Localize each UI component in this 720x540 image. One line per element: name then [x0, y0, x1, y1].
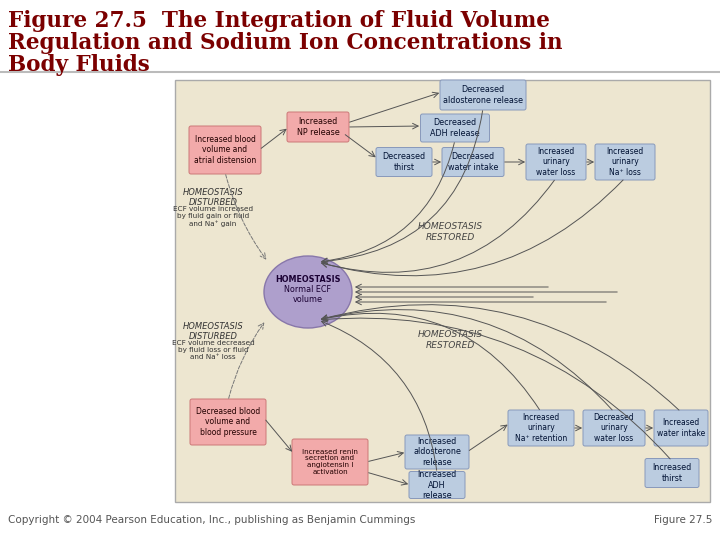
FancyBboxPatch shape [189, 126, 261, 174]
Text: Increased
NP release: Increased NP release [297, 117, 339, 137]
Text: Decreased
aldosterone release: Decreased aldosterone release [443, 85, 523, 105]
FancyBboxPatch shape [654, 410, 708, 446]
Text: HOMEOSTASIS
RESTORED: HOMEOSTASIS RESTORED [418, 222, 482, 242]
Text: ECF volume decreased
by fluid loss or fluid
and Na⁺ loss: ECF volume decreased by fluid loss or fl… [171, 340, 254, 360]
Text: Increased
urinary
Na⁺ loss: Increased urinary Na⁺ loss [606, 147, 644, 177]
FancyBboxPatch shape [292, 439, 368, 485]
Text: Regulation and Sodium Ion Concentrations in: Regulation and Sodium Ion Concentrations… [8, 32, 562, 54]
Text: Increased
thirst: Increased thirst [652, 463, 692, 483]
Text: Decreased
thirst: Decreased thirst [382, 152, 426, 172]
Text: HOMEOSTASIS
DISTURBED: HOMEOSTASIS DISTURBED [183, 322, 243, 341]
FancyBboxPatch shape [508, 410, 574, 446]
Text: Normal ECF: Normal ECF [284, 286, 331, 294]
FancyBboxPatch shape [526, 144, 586, 180]
Text: Figure 27.5: Figure 27.5 [654, 515, 712, 525]
Text: Decreased
urinary
water loss: Decreased urinary water loss [594, 413, 634, 443]
Text: volume: volume [293, 295, 323, 305]
Text: Decreased blood
volume and
blood pressure: Decreased blood volume and blood pressur… [196, 407, 260, 437]
FancyBboxPatch shape [405, 435, 469, 469]
FancyBboxPatch shape [645, 458, 699, 488]
Text: HOMEOSTASIS
DISTURBED: HOMEOSTASIS DISTURBED [183, 188, 243, 207]
FancyBboxPatch shape [190, 399, 266, 445]
Text: Increased
ADH
release: Increased ADH release [418, 470, 456, 500]
FancyBboxPatch shape [583, 410, 645, 446]
Text: ECF volume increased
by fluid gain or fluid
and Na⁺ gain: ECF volume increased by fluid gain or fl… [173, 206, 253, 227]
FancyBboxPatch shape [376, 147, 432, 177]
Ellipse shape [264, 256, 352, 328]
FancyBboxPatch shape [175, 80, 710, 502]
Text: HOMEOSTASIS: HOMEOSTASIS [275, 275, 341, 285]
Text: Increased blood
volume and
atrial distension: Increased blood volume and atrial disten… [194, 135, 256, 165]
Text: Body Fluids: Body Fluids [8, 54, 150, 76]
FancyBboxPatch shape [420, 114, 490, 142]
Text: Copyright © 2004 Pearson Education, Inc., publishing as Benjamin Cummings: Copyright © 2004 Pearson Education, Inc.… [8, 515, 415, 525]
Text: Decreased
water intake: Decreased water intake [448, 152, 498, 172]
FancyBboxPatch shape [442, 147, 504, 177]
Text: Increased
water intake: Increased water intake [657, 418, 705, 438]
Text: Increased renin
secretion and
angiotensin I
activation: Increased renin secretion and angiotensi… [302, 449, 358, 476]
Text: Figure 27.5  The Integration of Fluid Volume: Figure 27.5 The Integration of Fluid Vol… [8, 10, 550, 32]
Text: Decreased
ADH release: Decreased ADH release [430, 118, 480, 138]
Text: HOMEOSTASIS
RESTORED: HOMEOSTASIS RESTORED [418, 330, 482, 350]
FancyBboxPatch shape [409, 471, 465, 498]
FancyBboxPatch shape [595, 144, 655, 180]
FancyBboxPatch shape [287, 112, 349, 142]
Text: Increased
aldosterone
release: Increased aldosterone release [413, 437, 461, 467]
Text: Increased
urinary
water loss: Increased urinary water loss [536, 147, 575, 177]
Text: Increased
urinary
Na⁺ retention: Increased urinary Na⁺ retention [515, 413, 567, 443]
FancyBboxPatch shape [440, 80, 526, 110]
